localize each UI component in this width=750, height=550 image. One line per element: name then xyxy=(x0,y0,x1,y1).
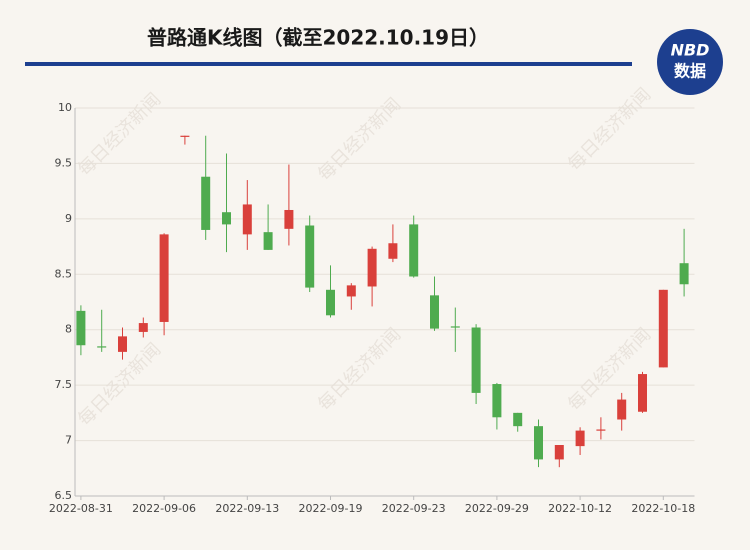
candle-body xyxy=(97,346,107,348)
candle-body xyxy=(513,412,523,427)
candle-body xyxy=(554,445,564,460)
watermark: 每日经济新闻 xyxy=(74,89,165,180)
candle-body xyxy=(471,327,481,393)
candle-body xyxy=(242,204,252,235)
title-underline xyxy=(25,62,632,66)
candle-body xyxy=(305,225,315,288)
x-tick-label: 2022-09-13 xyxy=(215,502,279,515)
candle-body xyxy=(201,176,211,230)
watermark: 每日经济新闻 xyxy=(314,324,405,415)
candle-body xyxy=(138,323,148,332)
x-tick-label: 2022-09-06 xyxy=(132,502,196,515)
y-tick-label: 6.5 xyxy=(55,489,73,502)
candle-body xyxy=(534,426,543,460)
candle-body xyxy=(367,248,377,287)
candle-body xyxy=(180,135,190,137)
logo-text: 数据 xyxy=(674,62,706,81)
candle-body xyxy=(284,209,294,229)
candle-body xyxy=(263,232,273,250)
candle-body xyxy=(346,285,356,297)
y-tick-label: 8.5 xyxy=(55,267,73,280)
candle-body xyxy=(326,289,335,316)
y-tick-label: 7.5 xyxy=(55,378,73,391)
x-tick-label: 2022-09-29 xyxy=(465,502,529,515)
candle-body xyxy=(76,310,86,346)
candle-body xyxy=(430,295,439,329)
candle-body xyxy=(388,243,398,259)
y-tick-label: 9.5 xyxy=(55,156,73,169)
x-tick-label: 2022-10-12 xyxy=(548,502,612,515)
x-tick-label: 2022-10-18 xyxy=(631,502,695,515)
y-tick-label: 8 xyxy=(65,323,72,336)
candle-body xyxy=(118,336,127,352)
candle-body xyxy=(679,263,689,285)
logo-circle xyxy=(657,29,723,95)
y-tick-label: 10 xyxy=(58,101,72,114)
plot: 6.5 7 7.5 8 8.5 9 9.5 10 2022-08-31 2022-09-06 202… xyxy=(49,101,695,515)
logo-text: NBD xyxy=(671,41,710,60)
candle-body xyxy=(638,374,647,412)
chart-title: 普路通K线图（截至2022.10.19日） xyxy=(147,26,489,50)
candle-body xyxy=(450,326,460,328)
candle-body xyxy=(617,399,627,420)
x-tick-label: 2022-09-23 xyxy=(382,502,446,515)
y-tick-label: 9 xyxy=(65,212,72,225)
candle-body xyxy=(492,384,502,418)
y-tick-label: 7 xyxy=(65,434,72,447)
candle-body xyxy=(409,224,419,277)
candle-body xyxy=(575,430,585,447)
x-tick-label: 2022-08-31 xyxy=(49,502,113,515)
logo: NBD 数据 xyxy=(657,29,723,95)
candle-body xyxy=(159,234,169,322)
candle-body xyxy=(596,429,606,431)
x-tick-label: 2022-09-19 xyxy=(299,502,363,515)
watermark: 每日经济新闻 xyxy=(564,84,655,175)
candle-body xyxy=(222,212,231,225)
candle-body xyxy=(658,289,668,368)
